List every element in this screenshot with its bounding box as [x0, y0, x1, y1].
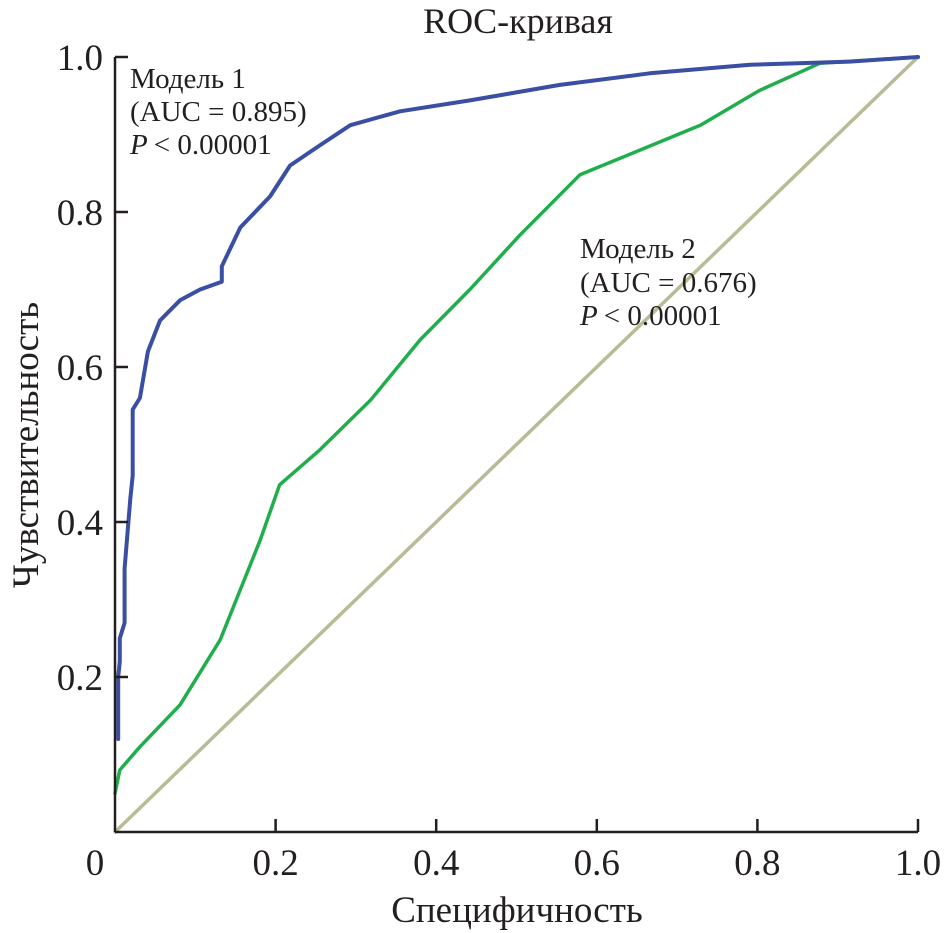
- p-symbol: P: [129, 129, 148, 161]
- y-ticks: 0.2 0.4 0.6 0.8 1.0: [57, 38, 128, 699]
- x-tick-label: 0.4: [413, 843, 459, 884]
- chart-title: ROC-кривая: [423, 1, 613, 41]
- x-tick-label: 0: [86, 843, 105, 884]
- model-1-pvalue: P < 0.00001: [129, 129, 272, 161]
- y-tick-label: 0.8: [57, 193, 103, 234]
- x-tick-label: 1.0: [895, 843, 941, 884]
- roc-curve-model-1: [116, 55, 920, 741]
- x-ticks: 0 0.2 0.4 0.6 0.8 1.0: [86, 819, 941, 884]
- p-value: < 0.00001: [604, 300, 722, 332]
- model-1-label: Модель 1: [130, 63, 246, 95]
- x-tick-label: 0.2: [252, 843, 298, 884]
- x-tick-label: 0.6: [574, 843, 620, 884]
- y-tick-label: 0.6: [57, 348, 103, 389]
- model-1-auc: (AUC = 0.895): [130, 96, 307, 128]
- series-layer: [113, 55, 920, 834]
- y-tick-label: 0.4: [57, 503, 103, 544]
- model-2-auc: (AUC = 0.676): [580, 267, 757, 299]
- model-1-annotation: Модель 1 (AUC = 0.895) P < 0.00001: [129, 63, 307, 161]
- x-axis-title: Специфичность: [391, 890, 643, 931]
- y-tick-label: 0.2: [57, 658, 103, 699]
- model-2-label: Модель 2: [580, 233, 696, 265]
- p-symbol: P: [579, 300, 598, 332]
- y-tick-label: 1.0: [57, 38, 103, 79]
- reference-line: [113, 55, 920, 834]
- model-2-annotation: Модель 2 (AUC = 0.676) P < 0.00001: [579, 233, 757, 332]
- p-value: < 0.00001: [154, 129, 272, 161]
- model-2-pvalue: P < 0.00001: [579, 300, 722, 332]
- roc-curve-model-2: [113, 55, 920, 796]
- y-axis-title: Чувствительность: [6, 302, 47, 588]
- x-tick-label: 0.8: [734, 843, 780, 884]
